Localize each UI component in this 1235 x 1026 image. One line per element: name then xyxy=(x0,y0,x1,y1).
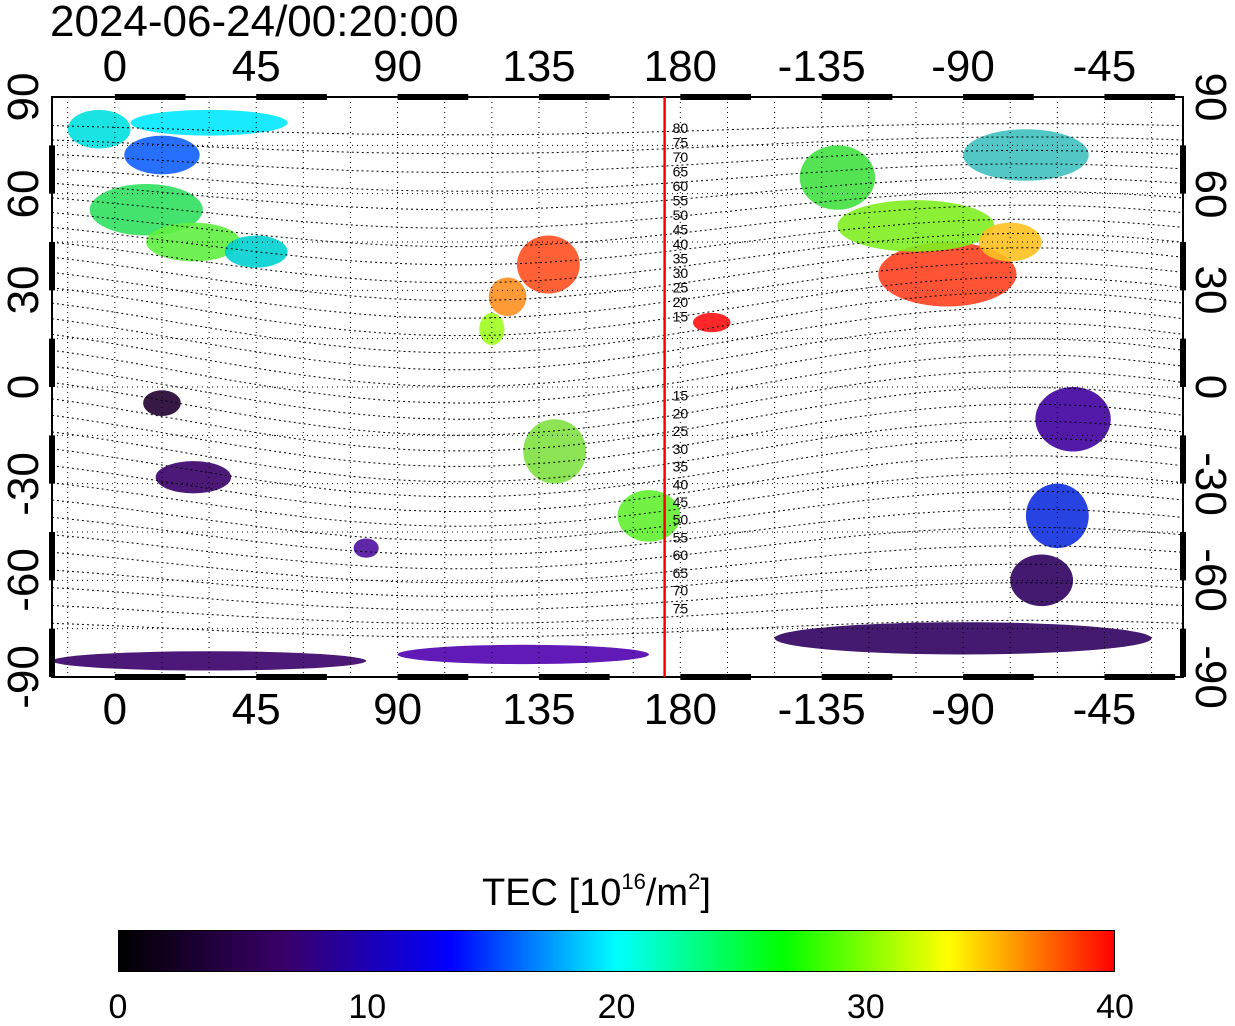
contour-label: 30 xyxy=(673,441,689,457)
contour-label: 20 xyxy=(673,405,689,421)
bottom-lon-tick: 180 xyxy=(643,685,718,734)
right-lat-tick: -30 xyxy=(1186,451,1235,516)
bottom-lon-tick: 45 xyxy=(231,685,281,734)
contour-label: 35 xyxy=(673,459,689,475)
contour-label: 30 xyxy=(673,265,689,281)
contour-label: 20 xyxy=(673,294,689,310)
left-lat-tick: 90 xyxy=(0,72,48,122)
contour-label: 50 xyxy=(673,207,689,223)
bottom-lon-tick: -45 xyxy=(1072,685,1137,734)
top-lon-tick: -90 xyxy=(931,42,995,91)
contour-label: 25 xyxy=(673,280,689,296)
contour-label: 55 xyxy=(673,193,689,209)
contour-label: 70 xyxy=(673,149,689,165)
right-lat-tick: 90 xyxy=(1186,72,1235,122)
bottom-lon-tick: 135 xyxy=(502,685,576,734)
bottom-lon-tick: -90 xyxy=(931,685,995,734)
bottom-lon-tick: -135 xyxy=(777,685,866,734)
colorbar-tick: 10 xyxy=(348,988,387,1026)
contour-label: 15 xyxy=(673,309,689,325)
gridlines xyxy=(52,97,1183,677)
top-lon-tick: 135 xyxy=(502,42,576,91)
contour-label: 40 xyxy=(673,476,689,492)
contour-label: 60 xyxy=(673,178,689,194)
colorbar-tick: 30 xyxy=(846,988,885,1026)
tec-colorbar xyxy=(118,930,1115,972)
contour-label: 45 xyxy=(673,222,689,238)
timestamp-title: 2024-06-24/00:20:00 xyxy=(50,0,459,46)
contour-label: 65 xyxy=(673,565,689,581)
contour-label: 55 xyxy=(673,529,689,545)
contour-label: 70 xyxy=(673,583,689,599)
left-lat-tick: 0 xyxy=(0,374,48,400)
top-lon-tick: 180 xyxy=(643,42,718,91)
contour-label: 35 xyxy=(673,251,689,267)
right-lat-tick: -60 xyxy=(1186,548,1235,613)
contour-label: 75 xyxy=(673,135,689,151)
contour-label: 15 xyxy=(673,388,689,404)
top-lon-tick: -135 xyxy=(777,42,866,91)
left-lat-tick: -30 xyxy=(0,451,48,516)
left-lat-tick: 30 xyxy=(0,265,48,315)
right-lat-tick: 0 xyxy=(1186,374,1235,400)
contour-label: 75 xyxy=(673,600,689,616)
top-lon-tick: -45 xyxy=(1072,42,1137,91)
contour-label: 50 xyxy=(673,512,689,528)
contour-label: 45 xyxy=(673,494,689,510)
right-lat-tick: 30 xyxy=(1186,265,1235,315)
colorbar-tick: 0 xyxy=(108,988,128,1026)
top-lon-tick: 90 xyxy=(373,42,423,91)
contour-lines xyxy=(51,123,1184,638)
top-lon-tick: 45 xyxy=(231,42,281,91)
colorbar-title: TEC [1016/m2] xyxy=(482,869,711,915)
colorbar-tick: 40 xyxy=(1096,988,1134,1026)
colorbar-tick: 20 xyxy=(597,988,636,1026)
top-lon-tick: 0 xyxy=(102,42,128,91)
axis-bars xyxy=(49,94,1186,680)
contour-label: 40 xyxy=(673,236,689,252)
bottom-lon-tick: 0 xyxy=(102,685,128,734)
contour-label: 25 xyxy=(673,423,689,439)
contour-label: 65 xyxy=(673,164,689,180)
bottom-lon-tick: 90 xyxy=(373,685,423,734)
left-lat-tick: -60 xyxy=(0,548,48,613)
right-lat-tick: -90 xyxy=(1186,645,1235,709)
contour-label: 60 xyxy=(673,547,689,563)
tec-patches xyxy=(52,109,1152,671)
left-lat-tick: -90 xyxy=(0,645,48,709)
contour-label: 80 xyxy=(673,120,689,136)
right-lat-tick: 60 xyxy=(1186,169,1235,219)
left-lat-tick: 60 xyxy=(0,169,48,219)
